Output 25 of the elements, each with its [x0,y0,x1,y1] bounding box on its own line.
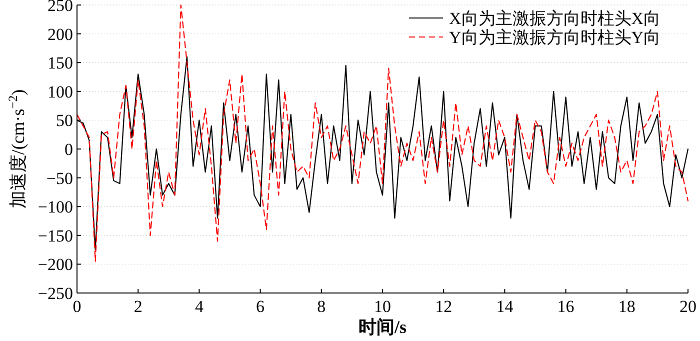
y-tick-label: −200 [38,255,73,274]
legend-label: Y向为主激振方向时柱头Y向 [449,28,661,47]
y-tick-label: 0 [64,140,73,159]
y-tick-label: 150 [48,54,73,73]
y-tick-label: 200 [48,24,73,44]
x-tick-label: 20 [680,297,696,316]
x-tick-label: 16 [557,297,574,316]
x-axis-title: 时间/s [358,317,407,337]
y-tick-label: −100 [38,198,73,217]
x-tick-label: 10 [374,297,391,316]
x-tick-label: 6 [256,297,265,316]
y-tick-label: −250 [38,284,73,303]
x-tick-label: 8 [317,297,326,316]
x-tick-label: 18 [618,297,636,316]
y-tick-label: −150 [38,226,73,246]
x-tick-label: 2 [134,297,142,316]
x-tick-label: 12 [435,297,452,316]
y-tick-label: 50 [56,111,73,130]
y-tick-label: −50 [46,168,73,188]
line-series [76,4,689,262]
y-tick-label: 250 [48,0,73,15]
x-tick-label: 14 [496,297,514,316]
legend-label: X向为主激振方向时柱头X向 [449,9,661,28]
x-tick-label: 4 [194,297,204,316]
y-tick-label: 100 [48,82,73,102]
